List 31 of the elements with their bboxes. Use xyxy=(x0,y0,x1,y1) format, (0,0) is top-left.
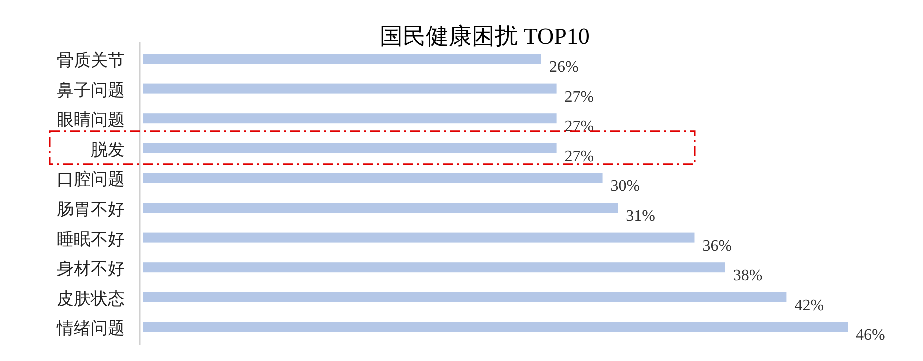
y-tick-label: 脱发 xyxy=(91,140,125,160)
bar xyxy=(143,143,557,154)
bar xyxy=(143,114,557,124)
data-label: 26% xyxy=(549,59,579,76)
y-tick-label: 肠胃不好 xyxy=(57,200,125,220)
data-label: 46% xyxy=(856,327,886,344)
data-label: 30% xyxy=(610,178,640,196)
y-tick-label: 皮肤状态 xyxy=(57,289,125,310)
data-label: 38% xyxy=(733,268,763,285)
bar xyxy=(143,173,603,184)
bar xyxy=(143,232,695,243)
y-tick-label: 睡眠不好 xyxy=(57,230,125,250)
bar xyxy=(143,262,726,273)
y-tick-label: 鼻子问题 xyxy=(57,80,125,101)
bar xyxy=(143,292,787,302)
y-tick-label: 眼睛问题 xyxy=(57,110,125,131)
data-label: 36% xyxy=(702,238,732,255)
y-tick-label: 骨质关节 xyxy=(57,51,125,71)
y-tick-label: 口腔问题 xyxy=(57,170,125,190)
bar xyxy=(143,84,557,94)
y-tick-label: 情绪问题 xyxy=(56,319,125,340)
y-tick-label: 身材不好 xyxy=(57,260,125,280)
bar xyxy=(143,322,848,332)
chart-title: 国民健康困扰 TOP10 xyxy=(380,24,590,49)
data-label: 27% xyxy=(564,148,594,166)
bar xyxy=(143,203,618,213)
data-label: 31% xyxy=(626,208,656,225)
data-label: 27% xyxy=(564,118,594,136)
data-label: 42% xyxy=(794,297,824,314)
bar xyxy=(143,54,542,64)
data-label: 27% xyxy=(564,88,594,106)
